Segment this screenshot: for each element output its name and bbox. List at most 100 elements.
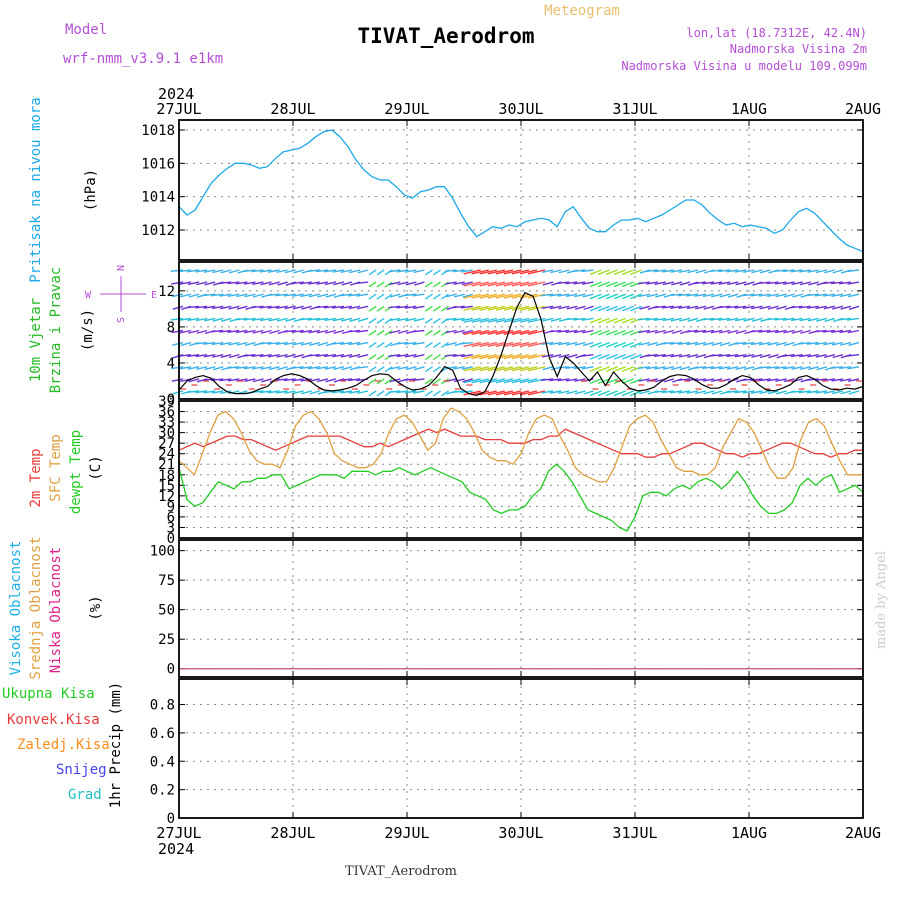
wind-arrow	[670, 269, 683, 273]
wind-arrow	[589, 354, 602, 360]
wind-arrow	[170, 317, 184, 321]
wind-arrow	[487, 269, 506, 275]
wind-arrow	[324, 281, 337, 286]
wind-arrow	[452, 390, 465, 393]
wind-arrow	[275, 378, 288, 382]
pressure-axis-unit: (hPa)	[83, 169, 99, 211]
wind-axis-title-1: 10m Vjetar	[28, 298, 44, 382]
wind-arrow	[413, 354, 425, 358]
wind-arrow	[687, 317, 699, 322]
wind-arrow	[180, 341, 192, 347]
wind-arrow	[774, 269, 787, 272]
wind-arrow	[790, 269, 803, 273]
wind-arrow	[503, 281, 522, 287]
wind-arrow	[404, 341, 417, 345]
wind-arrow	[284, 354, 296, 358]
wind-arrow	[613, 305, 626, 312]
wind-arrow	[678, 269, 691, 274]
wind-arrow	[479, 341, 498, 348]
wind-arrow	[487, 329, 506, 336]
year-bottom: 2024	[158, 840, 194, 858]
wind-arrow	[444, 366, 457, 370]
wind-arrow	[300, 341, 312, 346]
wind-arrow	[424, 269, 433, 276]
wind-arrow	[734, 354, 747, 358]
wind-arrow	[356, 329, 369, 333]
wind-arrow	[324, 354, 337, 358]
wind-arrow	[293, 354, 304, 359]
wind-arrow	[388, 366, 401, 370]
wind-arrow	[260, 281, 272, 286]
wind-arrow	[384, 366, 393, 373]
precip-legend-item: Snijeg	[56, 762, 107, 778]
wind-arrow	[252, 329, 264, 334]
wind-arrow	[203, 293, 216, 297]
wind-arrow	[376, 281, 385, 288]
wind-arrow	[432, 329, 441, 336]
wind-arrow	[268, 317, 280, 322]
wind-arrow	[212, 354, 224, 358]
y-tick-label: 75	[158, 573, 175, 589]
wind-arrow	[638, 378, 650, 382]
wind-arrow	[243, 354, 256, 357]
wind-arrow	[495, 317, 514, 323]
wind-arrow	[348, 378, 361, 382]
wind-arrow	[463, 378, 481, 384]
wind-arrow	[479, 329, 498, 336]
wind-arrow	[630, 378, 642, 385]
wind-arrow	[196, 281, 208, 286]
wind-arrow	[630, 390, 642, 397]
wind-arrow	[277, 281, 288, 286]
wind-arrow	[814, 329, 827, 333]
wind-arrow	[348, 390, 361, 394]
wind-arrow	[815, 390, 827, 394]
wind-arrow	[323, 305, 336, 309]
wind-arrow	[397, 281, 409, 286]
wind-arrow	[444, 269, 457, 273]
wind-arrow	[839, 341, 852, 346]
wind-arrow	[325, 378, 337, 383]
wind-arrow	[719, 341, 731, 347]
wind-arrow	[432, 390, 441, 397]
y-tick-label: 27	[158, 436, 175, 452]
wind-arrow	[573, 281, 586, 285]
wind-arrow	[630, 341, 642, 348]
wind-arrow	[527, 281, 546, 287]
wind-arrow	[621, 390, 634, 397]
y-tick-label: 0	[167, 531, 175, 547]
temp-axis-title-2: SFC Temp	[48, 434, 64, 501]
wind-arrow	[348, 354, 361, 358]
wind-arrow	[582, 293, 594, 298]
wind-arrow	[341, 281, 353, 286]
wind-axis-title-2: Brzina i Pravac	[48, 267, 64, 393]
wind-arrow	[613, 269, 626, 276]
wind-arrow	[196, 329, 208, 334]
wind-arrow	[653, 354, 666, 357]
wind-arrow	[188, 378, 200, 383]
compass-south-icon: S	[116, 317, 127, 323]
wind-arrow	[613, 366, 626, 372]
year-top: 2024	[158, 85, 194, 103]
wind-arrow	[424, 281, 433, 288]
wind-arrow	[252, 293, 264, 298]
wind-arrow	[822, 378, 835, 382]
wind-arrow	[388, 269, 401, 273]
wind-arrow	[637, 281, 650, 285]
wind-arrow	[686, 305, 699, 310]
wind-arrow	[597, 317, 610, 324]
wind-arrow	[527, 354, 546, 360]
wind-arrow	[187, 317, 200, 322]
wind-arrow	[848, 305, 860, 310]
wind-arrow	[511, 305, 530, 311]
wind-axis-unit: (m/s)	[80, 309, 96, 351]
wind-arrow	[269, 329, 280, 335]
wind-arrow	[432, 342, 441, 349]
wind-arrow	[244, 329, 256, 334]
wind-arrow	[260, 317, 272, 322]
wind-arrow	[432, 305, 441, 312]
wind-arrow	[621, 293, 634, 300]
wind-arrow	[357, 269, 369, 274]
wind-arrow	[487, 354, 506, 360]
wind-arrow	[376, 354, 385, 361]
wind-arrow	[758, 281, 771, 285]
